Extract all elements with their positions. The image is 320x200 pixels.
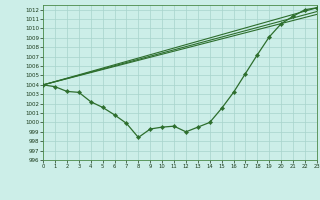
Text: Graphe pression niveau de la mer (hPa): Graphe pression niveau de la mer (hPa)	[72, 183, 248, 192]
